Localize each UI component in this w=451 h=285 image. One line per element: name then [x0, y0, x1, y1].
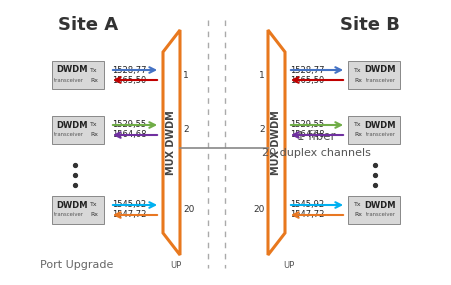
- Text: DWDM: DWDM: [364, 121, 395, 129]
- FancyBboxPatch shape: [347, 116, 399, 144]
- Text: 1545,92: 1545,92: [112, 201, 146, 209]
- Text: DWDM: DWDM: [364, 201, 395, 209]
- Text: Rx: Rx: [353, 213, 361, 217]
- Text: 1528,77: 1528,77: [112, 66, 146, 74]
- Text: Rx: Rx: [90, 213, 98, 217]
- Text: Rx: Rx: [353, 133, 361, 137]
- Text: DWDM: DWDM: [56, 201, 87, 209]
- Text: Rx: Rx: [90, 78, 98, 82]
- Text: Tx: Tx: [354, 68, 361, 72]
- FancyBboxPatch shape: [52, 196, 104, 224]
- Text: 1564,68: 1564,68: [112, 131, 146, 139]
- Text: 2: 2: [259, 125, 264, 135]
- Text: MUX DWDM: MUX DWDM: [271, 110, 281, 175]
- Text: Tx: Tx: [354, 123, 361, 127]
- Text: transceiver: transceiver: [54, 78, 84, 82]
- Text: 1547,72: 1547,72: [290, 211, 324, 219]
- Text: 1529,55: 1529,55: [112, 121, 146, 129]
- Text: 20 duplex channels: 20 duplex channels: [261, 148, 370, 158]
- FancyBboxPatch shape: [52, 116, 104, 144]
- FancyBboxPatch shape: [347, 196, 399, 224]
- Text: DWDM: DWDM: [364, 66, 395, 74]
- Text: 2: 2: [183, 125, 188, 135]
- Text: UP: UP: [283, 260, 294, 270]
- Text: UP: UP: [170, 260, 181, 270]
- Text: 1: 1: [259, 70, 264, 80]
- Text: transceiver: transceiver: [365, 133, 395, 137]
- Text: Port Upgrade: Port Upgrade: [40, 260, 113, 270]
- Text: MUX DWDM: MUX DWDM: [166, 110, 176, 175]
- Text: Site B: Site B: [339, 16, 399, 34]
- Text: 1528,77: 1528,77: [290, 66, 324, 74]
- Text: 20: 20: [183, 205, 194, 215]
- Text: 1 fiber: 1 fiber: [296, 131, 335, 144]
- Text: Site A: Site A: [58, 16, 118, 34]
- Text: 1: 1: [183, 70, 189, 80]
- FancyBboxPatch shape: [347, 61, 399, 89]
- Text: 1565,50: 1565,50: [112, 76, 146, 84]
- Text: transceiver: transceiver: [365, 78, 395, 82]
- FancyBboxPatch shape: [52, 61, 104, 89]
- Text: Rx: Rx: [353, 78, 361, 82]
- Text: 1564,68: 1564,68: [290, 131, 324, 139]
- Text: Tx: Tx: [90, 123, 97, 127]
- Text: transceiver: transceiver: [54, 213, 84, 217]
- Text: DWDM: DWDM: [56, 66, 87, 74]
- Text: Tx: Tx: [90, 203, 97, 207]
- Text: transceiver: transceiver: [54, 133, 84, 137]
- Text: 1565,50: 1565,50: [290, 76, 323, 84]
- Text: 20: 20: [253, 205, 264, 215]
- Text: 1547,72: 1547,72: [112, 211, 146, 219]
- Text: DWDM: DWDM: [56, 121, 87, 129]
- Text: Rx: Rx: [90, 133, 98, 137]
- Text: 1529,55: 1529,55: [290, 121, 323, 129]
- Text: 1545,92: 1545,92: [290, 201, 323, 209]
- Text: Tx: Tx: [354, 203, 361, 207]
- Text: Tx: Tx: [90, 68, 97, 72]
- Text: transceiver: transceiver: [365, 213, 395, 217]
